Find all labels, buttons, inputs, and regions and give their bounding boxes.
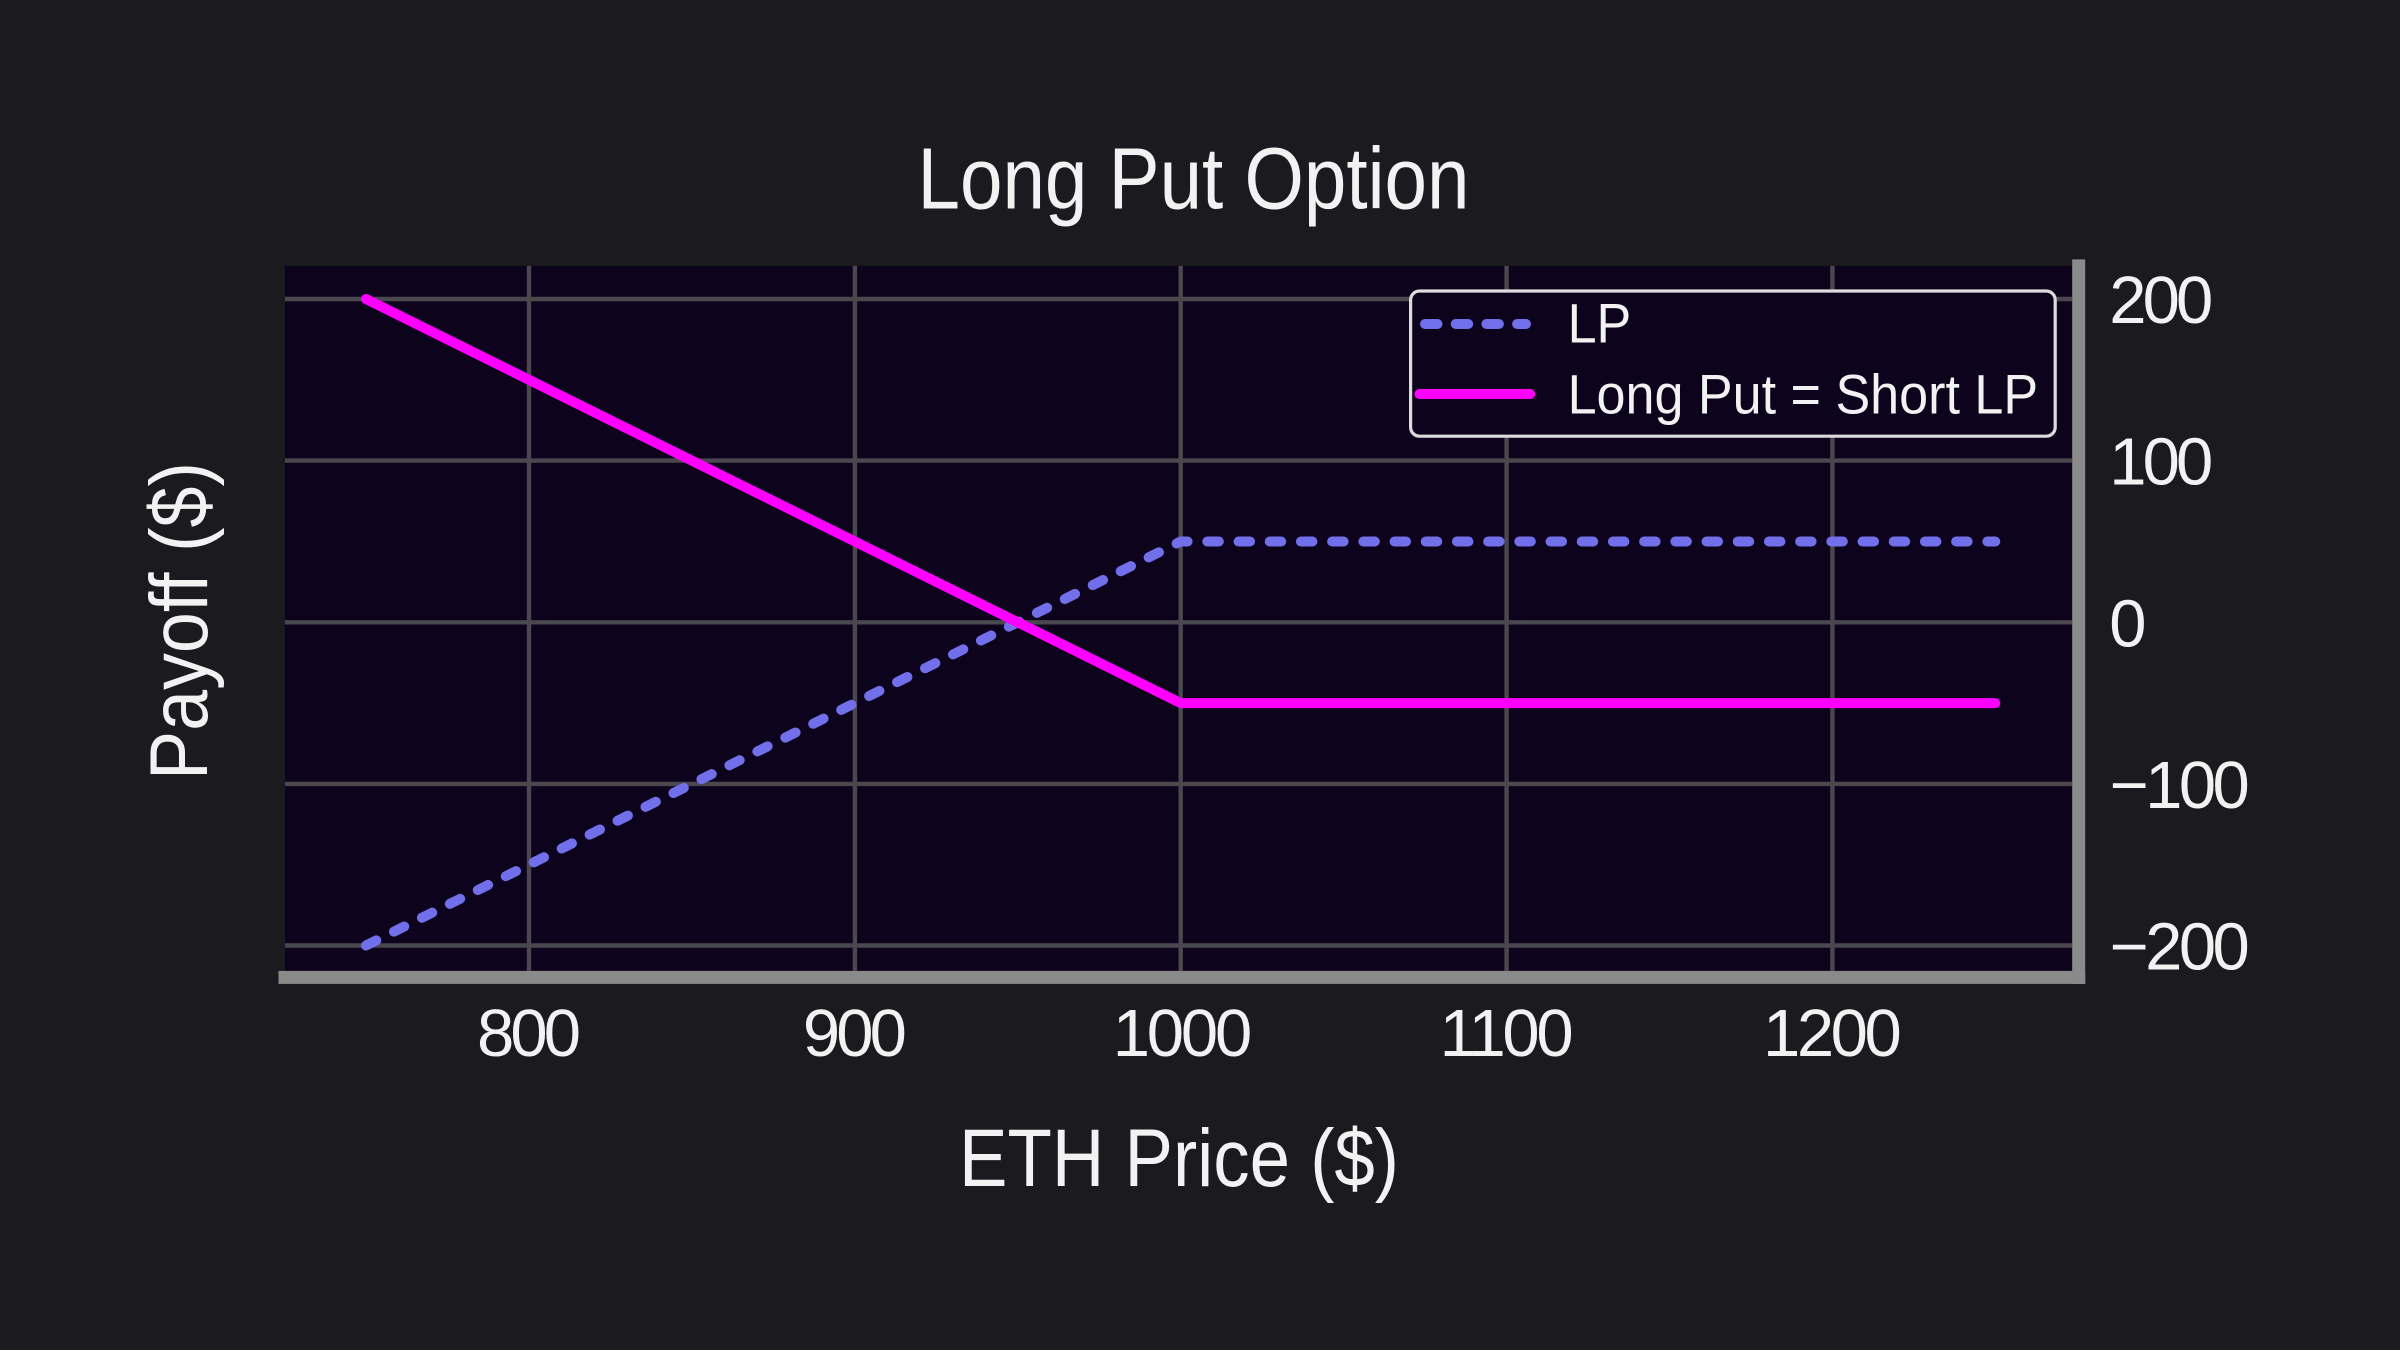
svg-text:100: 100 <box>2109 425 2213 500</box>
svg-text:−200: −200 <box>2110 910 2250 985</box>
svg-text:900: 900 <box>803 996 907 1071</box>
svg-text:Long Put Option: Long Put Option <box>918 131 1470 228</box>
svg-text:Long Put = Short LP: Long Put = Short LP <box>1568 362 2039 425</box>
svg-text:LP: LP <box>1568 292 1632 355</box>
svg-text:1100: 1100 <box>1440 996 1574 1071</box>
svg-text:Payoff ($): Payoff ($) <box>134 462 225 780</box>
svg-text:0: 0 <box>2109 586 2146 661</box>
svg-text:200: 200 <box>2109 263 2213 338</box>
svg-text:−100: −100 <box>2110 748 2250 823</box>
svg-text:800: 800 <box>477 996 581 1071</box>
svg-text:1000: 1000 <box>1113 996 1253 1071</box>
svg-text:1200: 1200 <box>1763 996 1902 1071</box>
svg-text:ETH Price ($): ETH Price ($) <box>959 1113 1399 1204</box>
